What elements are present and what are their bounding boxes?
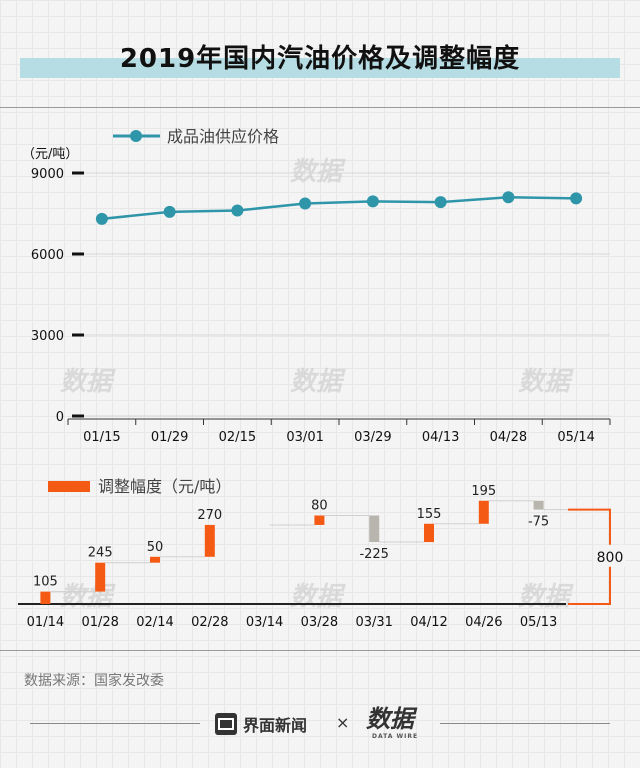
bar-value-label: 195 [471,484,496,499]
x-tick-label: 03/31 [355,615,392,630]
bar-value-label: -75 [528,515,549,530]
waterfall-bar [424,523,434,543]
x-tick-label: 03/01 [286,430,323,445]
footer-line-right [440,723,610,724]
waterfall-bar [478,500,489,524]
bar-value-label: 155 [417,507,442,522]
x-tick-label: 01/29 [151,430,188,445]
watermark: 数据 [290,582,346,612]
data-point [434,196,447,209]
data-point [231,204,244,217]
x-tick-label: 02/14 [136,615,173,630]
data-wire-logo: 数据 [366,705,414,733]
price-line-chart: 0 3000 6000 9000 （元/吨） 01/15 01/29 02/15 03/01 03… [22,127,611,445]
data-wire-logo-sub: DATA WIRE [372,733,419,740]
bar-value-label: 80 [311,499,328,514]
data-point [95,212,108,225]
y-tick-label: 9000 [31,167,64,182]
x-tick-label: 04/12 [410,615,447,630]
watermark: 数据 [60,582,116,612]
brand: 界面新闻 [215,712,307,736]
x-tick-label: 04/28 [490,430,527,445]
waterfall-bar [369,515,380,543]
legend-bar-swatch [48,481,90,492]
x-tick-label: 02/28 [191,615,228,630]
x-tick-label: 03/14 [246,615,283,630]
x-tick-label: 01/28 [81,615,118,630]
brand-icon [215,713,237,735]
divider-bottom [0,650,640,651]
watermark: 数据 [518,582,574,612]
total-label: 800 [597,550,624,566]
divider-top [0,107,640,108]
data-point [299,197,312,210]
y-axis-label: （元/吨） [22,147,78,162]
waterfall-bar [204,524,215,557]
x-tick-label: 01/15 [83,430,120,445]
bar-value-label: 245 [88,546,113,561]
waterfall-bar [314,515,325,525]
data-point [163,205,176,218]
source-note: 数据来源：国家发改委 [24,673,164,689]
separator: × [336,713,350,732]
x-tick-label: 04/26 [465,615,502,630]
footer-line-left [30,723,200,724]
waterfall-bar [150,556,160,563]
legend-marker [130,130,142,142]
brand-name: 界面新闻 [243,716,308,735]
x-tick-label: 03/28 [301,615,338,630]
data-point [502,191,515,204]
data-point [570,192,583,205]
x-tick-label: 02/15 [219,430,256,445]
watermark: 数据 [518,367,574,397]
y-tick-label: 3000 [31,329,64,344]
x-tick-label: 01/14 [27,615,64,630]
bar-value-label: 50 [147,540,164,555]
waterfall-bar [40,591,51,604]
watermark: 数据 [60,367,116,397]
y-tick-label: 6000 [31,248,64,263]
x-tick-label: 04/13 [422,430,459,445]
bar-value-label: 105 [33,575,58,590]
waterfall-bar [533,500,544,510]
page-title: 2019年国内汽油价格及调整幅度 [119,44,521,74]
bar-value-label: 270 [197,508,222,523]
legend-label: 成品油供应价格 [167,127,279,146]
bar-value-label: -225 [359,547,389,562]
series-line [101,196,577,221]
legend-label: 调整幅度（元/吨） [98,477,231,496]
x-tick-label: 03/29 [354,430,391,445]
adjustment-waterfall-chart: 调整幅度（元/吨） 105 245 50 270 80 -225 155 195 -75 01/14… [18,477,626,630]
watermark: 数据 [290,157,346,187]
title-band [20,58,620,78]
x-tick-label: 05/13 [520,615,557,630]
data-point [366,195,379,208]
watermark: 数据 [290,367,346,397]
y-tick-label: 0 [56,410,64,425]
total-label-bg [594,544,626,567]
x-tick-label: 05/14 [557,430,594,445]
waterfall-bar [95,562,106,592]
